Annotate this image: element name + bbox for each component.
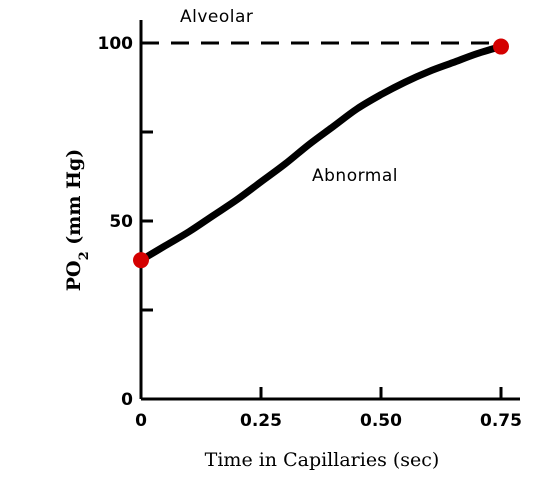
x-tick-label: 0.25 <box>240 411 282 431</box>
reference-label: Alveolar <box>180 7 253 27</box>
y-tick-label: 0 <box>121 390 133 410</box>
x-axis-label: Time in Capillaries (sec) <box>205 449 440 471</box>
series-label: Abnormal <box>312 166 398 186</box>
y-axis-label-main: PO <box>63 260 85 291</box>
endpoint-marker <box>493 38 509 55</box>
y-axis-label: PO2 (mm Hg) <box>63 149 92 292</box>
y-axis-label-unit: (mm Hg) <box>63 149 85 252</box>
x-tick-label: 0 <box>135 411 147 431</box>
series-line <box>137 43 505 264</box>
endpoint-marker <box>133 252 149 269</box>
x-tick-label: 0.50 <box>360 411 402 431</box>
endpoint-group <box>133 38 509 269</box>
y-tick-label: 50 <box>109 212 133 232</box>
y-axis-label-subscript: 2 <box>77 251 92 260</box>
series-group <box>137 43 505 264</box>
axes <box>139 20 520 401</box>
x-tick-label: 0.75 <box>480 411 522 431</box>
y-tick-label: 100 <box>98 34 134 54</box>
ticks: 0 50 100 0 0.25 0.50 0.75 <box>98 34 522 431</box>
